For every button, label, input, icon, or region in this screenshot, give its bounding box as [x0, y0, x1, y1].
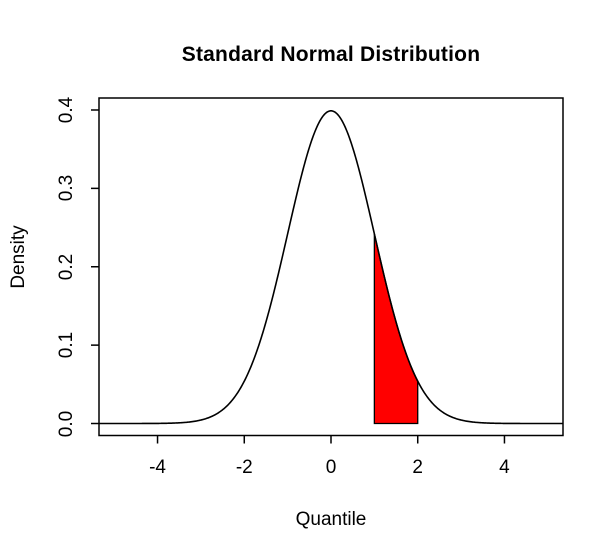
y-tick-label: 0.4 [56, 96, 77, 124]
y-tick-label: 0.3 [56, 175, 77, 202]
y-axis-title: Density [8, 225, 29, 289]
x-tick-label: 4 [499, 457, 510, 478]
x-tick-label: -2 [235, 457, 253, 478]
x-tick-label: 2 [412, 457, 424, 478]
x-tick-label: -4 [149, 457, 166, 478]
y-tick-label: 0.0 [56, 410, 77, 437]
y-tick-label: 0.1 [56, 331, 77, 359]
x-tick-label: 0 [325, 457, 337, 478]
plot-box [98, 97, 564, 437]
y-tick-label: 0.2 [56, 253, 77, 280]
x-axis-title: Quantile [295, 509, 367, 530]
density-curve [99, 110, 563, 425]
chart-title: Standard Normal Distribution [181, 43, 481, 66]
